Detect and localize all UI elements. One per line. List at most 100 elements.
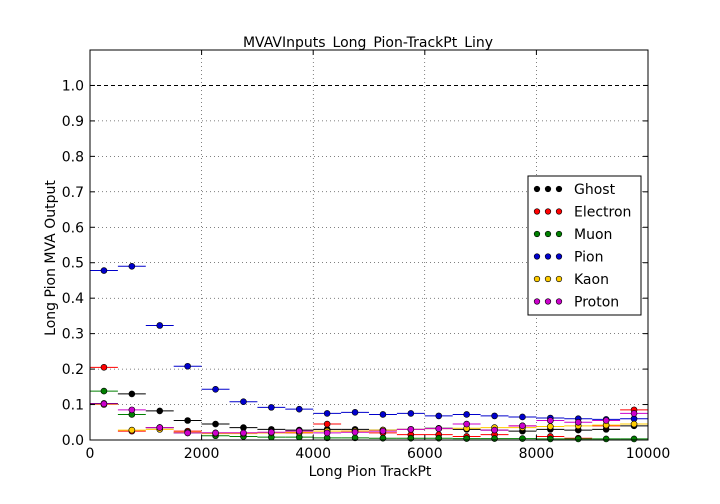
data-point [491, 435, 498, 442]
data-point [128, 262, 136, 270]
series-group [90, 262, 648, 443]
legend-marker [533, 275, 541, 283]
data-point [519, 422, 526, 430]
y-axis-label: Long Pion MVA Output [43, 180, 59, 336]
data-point [547, 417, 554, 424]
data-point [212, 420, 219, 428]
data-point [574, 418, 582, 426]
data-point [435, 425, 443, 432]
data-point [630, 410, 638, 417]
data-point [100, 267, 108, 274]
x-tick-label: 8000 [519, 446, 555, 462]
data-point [156, 424, 164, 431]
data-point [407, 410, 415, 417]
series-muon [90, 387, 648, 443]
legend-marker [533, 253, 541, 260]
legend-marker [544, 185, 552, 193]
y-tick-label: 0.7 [62, 185, 84, 201]
legend-label: Proton [574, 295, 619, 311]
y-tick-label: 0.9 [62, 114, 84, 130]
plot-frame [89, 49, 649, 441]
legend-marker [544, 253, 552, 260]
legend: Ghost Electron Muon Pion Kaon Proton [527, 175, 642, 316]
data-point [547, 435, 554, 443]
y-tick-label: 0.0 [62, 433, 84, 449]
data-point [212, 429, 219, 437]
data-point [268, 404, 275, 411]
data-point [379, 411, 387, 418]
data-point [240, 398, 247, 406]
x-tick-label: 2000 [184, 446, 220, 462]
legend-entry: Kaon [533, 272, 609, 288]
data-point [379, 427, 387, 435]
legend-label: Electron [574, 205, 631, 221]
data-point [463, 420, 470, 428]
data-point [100, 364, 108, 371]
legend-marker [555, 185, 563, 193]
data-point [323, 429, 331, 437]
legend-marker [544, 298, 552, 305]
data-point [463, 411, 470, 418]
data-point [128, 426, 136, 434]
data-point [630, 435, 638, 443]
legend-marker [555, 275, 563, 283]
x-tick-label: 4000 [295, 446, 331, 462]
data-point [323, 420, 331, 428]
x-axis-label: Long Pion TrackPt [309, 464, 432, 480]
legend-marker [544, 275, 552, 283]
legend-entry: Ghost [533, 182, 616, 198]
data-point [519, 435, 526, 442]
legend-marker [555, 298, 563, 305]
y-tick-label: 0.6 [62, 220, 84, 236]
series-pion [90, 262, 648, 423]
legend-marker [544, 230, 552, 238]
data-point [156, 407, 164, 415]
y-tick-label: 1.0 [62, 78, 84, 94]
data-point [184, 417, 191, 424]
legend-marker [533, 230, 541, 238]
data-point [351, 409, 359, 416]
data-point [295, 405, 303, 413]
data-point [323, 410, 331, 417]
data-point [156, 322, 164, 329]
data-point [602, 435, 610, 443]
data-point [184, 429, 191, 437]
data-point [128, 390, 136, 398]
data-point [212, 385, 219, 393]
x-tick-label: 6000 [407, 446, 443, 462]
legend-label: Kaon [574, 272, 609, 288]
x-tick-label: 10000 [626, 446, 671, 462]
legend-marker [555, 230, 563, 238]
data-point [240, 429, 247, 437]
legend-entry: Pion [533, 250, 603, 266]
chart-title: MVAVInputs_Long_Pion-TrackPt_Liny [243, 35, 493, 51]
data-point [268, 428, 275, 436]
data-point [184, 362, 191, 370]
data-point [491, 412, 498, 420]
legend-entry: Muon [533, 227, 612, 243]
legend-marker [555, 253, 563, 260]
data-point [574, 435, 582, 443]
data-point [100, 387, 108, 395]
data-point [407, 426, 415, 433]
legend-label: Ghost [574, 182, 616, 198]
y-tick-label: 0.5 [62, 256, 84, 272]
x-axis: 0 2000 4000 6000 8000 10000 [86, 50, 671, 462]
legend-entry: Electron [533, 205, 631, 221]
data-point [547, 423, 554, 430]
data-point [491, 426, 498, 434]
legend-marker [533, 185, 541, 193]
data-point [630, 420, 638, 428]
data-point [295, 427, 303, 435]
x-tick-label: 0 [86, 446, 95, 462]
legend-entry: Proton [533, 295, 619, 311]
series-proton [90, 400, 648, 437]
data-point [100, 400, 108, 408]
legend-marker [544, 208, 552, 215]
legend-box [527, 175, 642, 316]
data-point [351, 428, 359, 436]
legend-marker [533, 208, 541, 215]
data-point [128, 406, 136, 414]
data-point [463, 435, 470, 442]
